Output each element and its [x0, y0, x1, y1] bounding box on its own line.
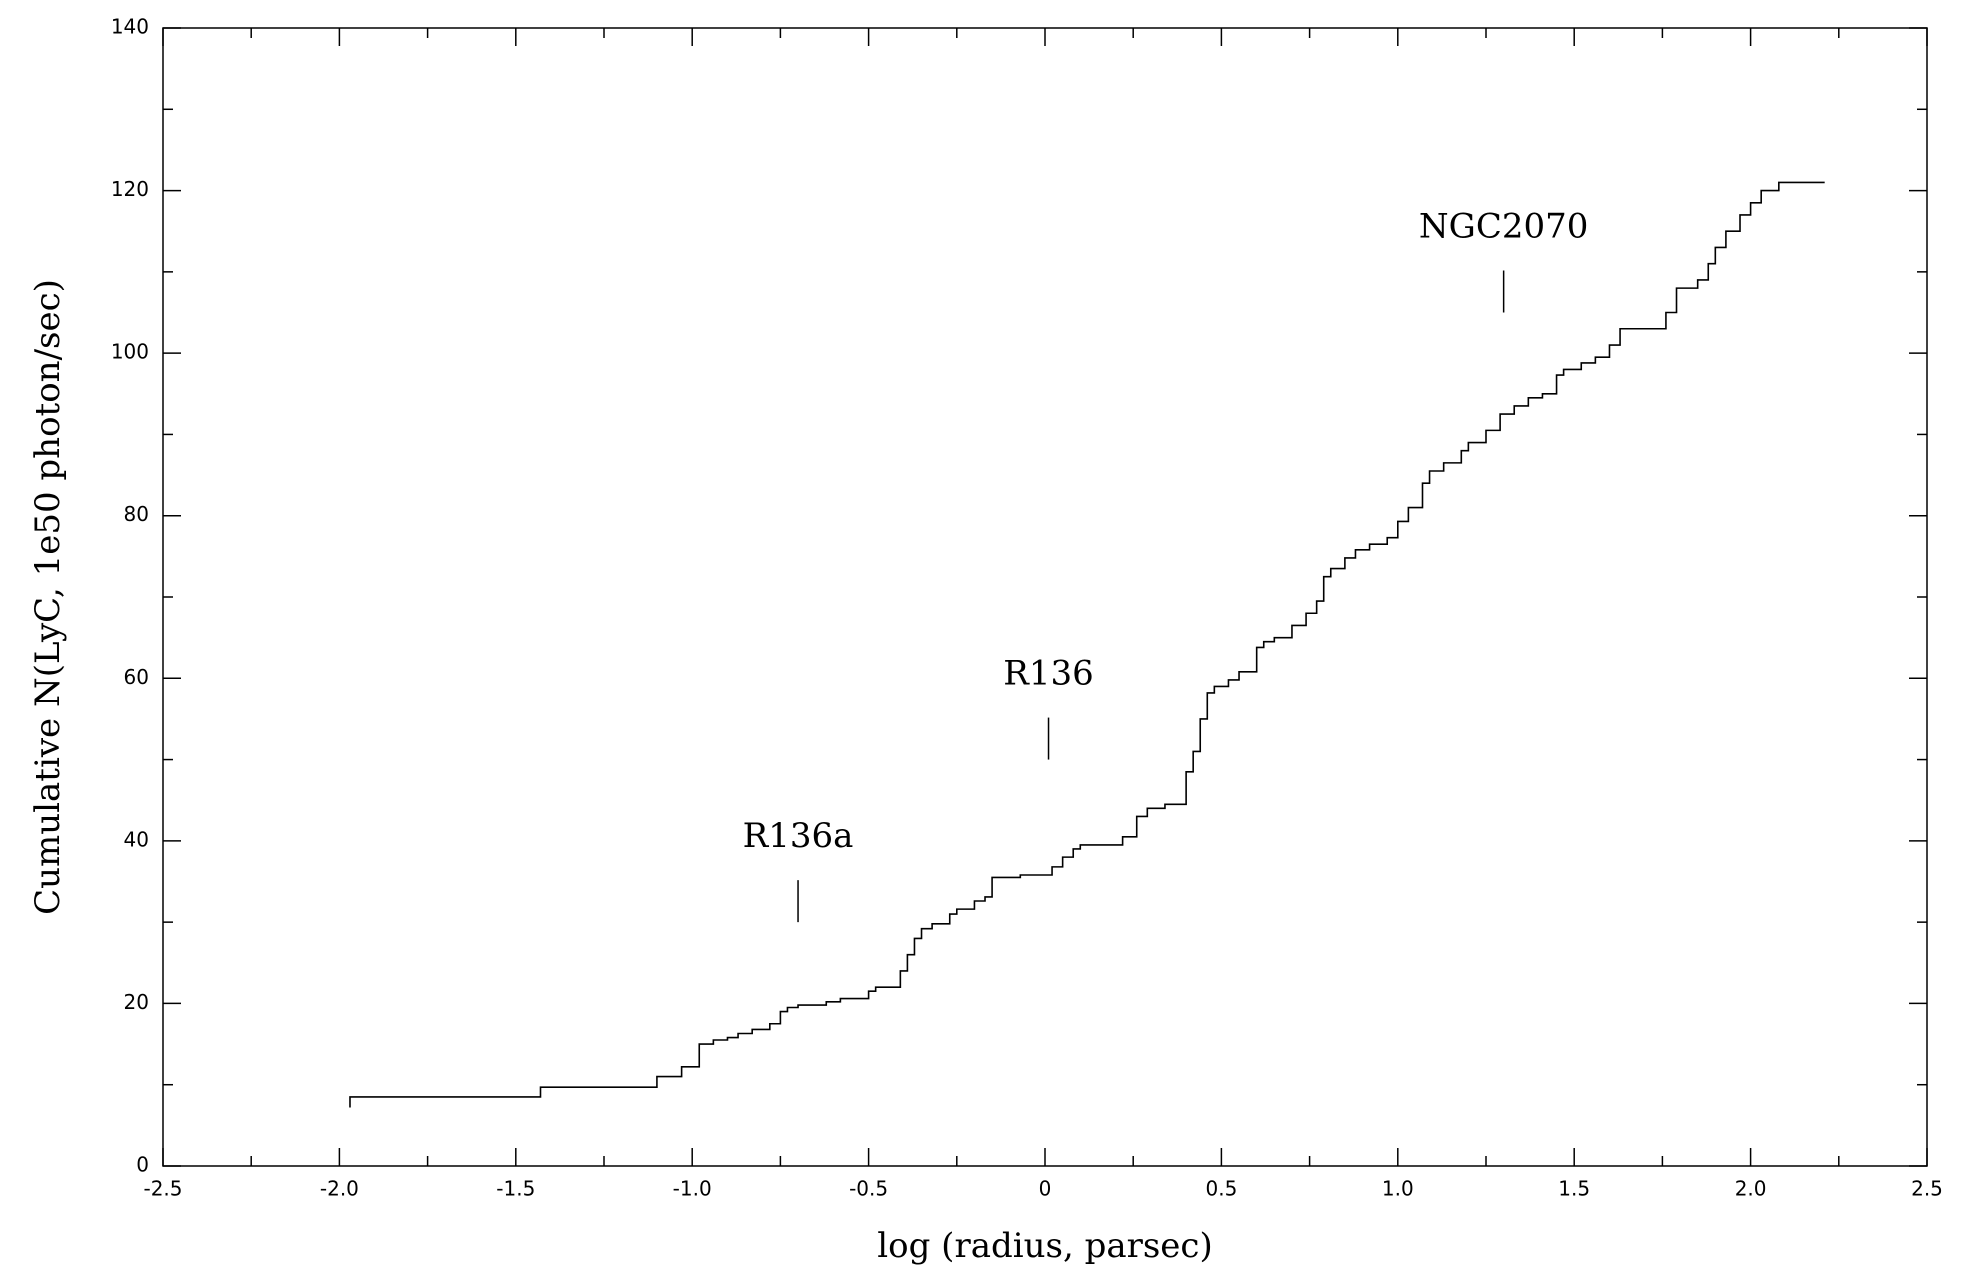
- x-tick-label: 2.0: [1735, 1177, 1767, 1201]
- x-tick-label: 1.5: [1558, 1177, 1590, 1201]
- step-line: [349, 181, 1825, 1108]
- annotation-label: R136: [1003, 654, 1094, 694]
- y-tick-label: 20: [124, 990, 149, 1014]
- x-tick-label: 0: [1039, 1177, 1052, 1201]
- x-tick-label: -2.5: [143, 1177, 182, 1201]
- x-tick-label: -1.0: [673, 1177, 712, 1201]
- x-tick-label: 1.0: [1382, 1177, 1414, 1201]
- x-tick-label: 2.5: [1911, 1177, 1943, 1201]
- y-axis-label: Cumulative N(LyC, 1e50 photon/sec): [28, 279, 68, 915]
- x-tick-label: -0.5: [849, 1177, 888, 1201]
- y-tick-label: 0: [136, 1153, 149, 1177]
- y-tick-label: 80: [124, 502, 149, 526]
- y-tick-label: 40: [124, 827, 149, 851]
- plot-frame: [162, 27, 1928, 1167]
- annotation-label: NGC2070: [1419, 207, 1588, 247]
- x-axis-label: log (radius, parsec): [877, 1226, 1212, 1266]
- y-tick-label: 120: [111, 177, 149, 201]
- x-tick-label: -1.5: [496, 1177, 535, 1201]
- y-tick-label: 140: [111, 15, 149, 39]
- annotation-label: R136a: [743, 816, 854, 856]
- y-tick-label: 100: [111, 340, 149, 364]
- y-tick-label: 60: [124, 665, 149, 689]
- x-tick-label: -2.0: [320, 1177, 359, 1201]
- x-tick-label: 0.5: [1205, 1177, 1237, 1201]
